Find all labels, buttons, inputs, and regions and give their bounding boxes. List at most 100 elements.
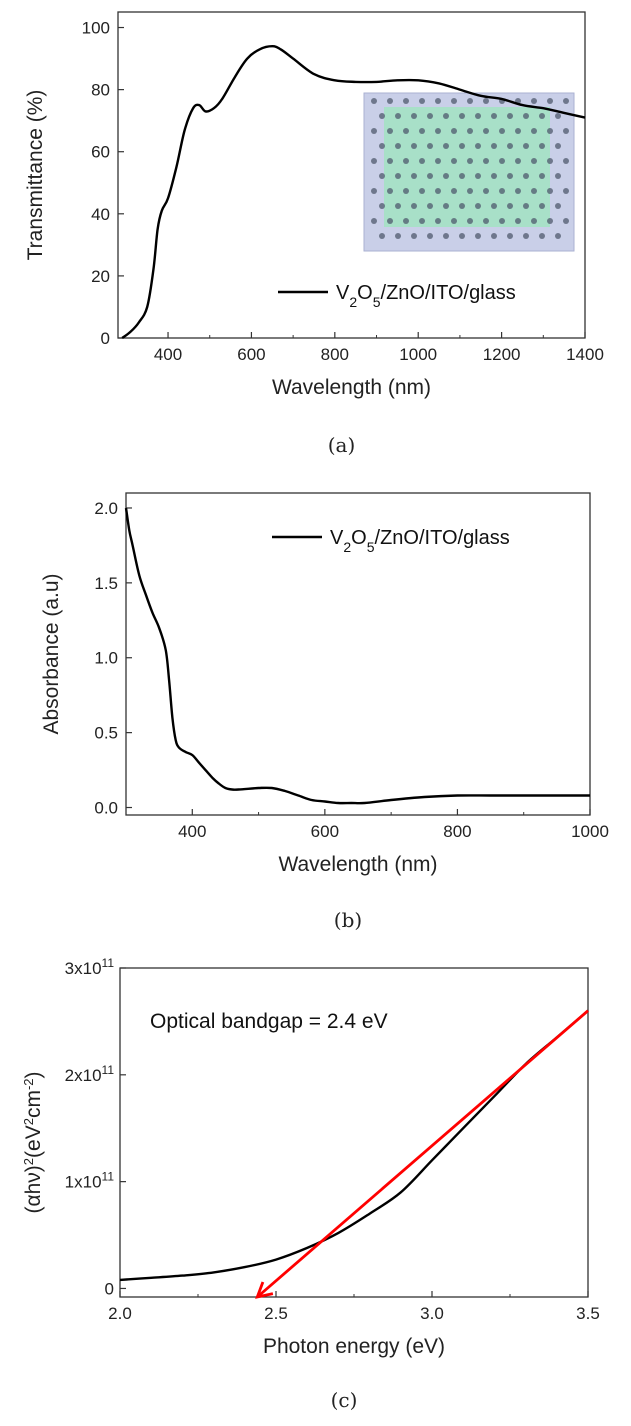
y-axis-label-part: (αhν) (22, 1165, 45, 1213)
inset-dot (443, 143, 449, 149)
inset-dot (395, 233, 401, 239)
inset-dot (547, 128, 553, 134)
legend-label-part: ZnO (386, 282, 425, 304)
inset-dot (515, 188, 521, 194)
inset-dot (395, 113, 401, 119)
fit-arrowhead (255, 1281, 274, 1299)
inset-dot (435, 218, 441, 224)
y-tick-exponent: 11 (102, 1170, 115, 1184)
inset-photo (363, 92, 575, 252)
inset-dot (435, 158, 441, 164)
bandgap-annotation: Optical bandgap = 2.4 eV (150, 1010, 388, 1033)
panel-caption: (a) (328, 433, 356, 457)
y-tick-label: 40 (91, 205, 110, 224)
x-tick-label: 400 (154, 345, 182, 364)
inset-dot (467, 188, 473, 194)
legend-label-part: / (425, 282, 431, 304)
legend-label-part: ITO (425, 527, 458, 549)
chart-2: 400 600 800 1000 0.0 0.5 1.0 1.5 2.0 Wavelength (… (40, 492, 609, 932)
inset-dot (379, 173, 385, 179)
x-tick-label: 2.5 (264, 1304, 288, 1323)
inset-dot (379, 203, 385, 209)
legend-label-part: O (351, 527, 367, 549)
x-tick-label: 1000 (571, 822, 609, 841)
inset-dot (451, 128, 457, 134)
inset-dot (531, 98, 537, 104)
inset-dot (563, 128, 569, 134)
inset-dot (475, 173, 481, 179)
y-axis-label-part: ) (22, 1071, 45, 1078)
y-axis-label-part: 2 (21, 1158, 36, 1165)
inset-dot (563, 158, 569, 164)
x-tick-label: 3.5 (576, 1304, 600, 1323)
inset-dot (419, 98, 425, 104)
legend-label-part: 5 (373, 294, 381, 310)
inset-dot (379, 233, 385, 239)
inset-dot (387, 98, 393, 104)
legend-label-part: / (381, 282, 387, 304)
inset-dot (395, 203, 401, 209)
inset-dot (483, 188, 489, 194)
x-tick-label: 400 (178, 822, 206, 841)
inset-dot (379, 113, 385, 119)
plot-frame (125, 492, 591, 816)
inset-dot (411, 233, 417, 239)
legend-label-part: / (458, 527, 464, 549)
legend-label-part: glass (469, 282, 516, 304)
x-tick-label: 800 (443, 822, 471, 841)
inset-dot (475, 233, 481, 239)
y-tick-label: 0 (105, 1279, 114, 1298)
inset-dot (411, 113, 417, 119)
y-tick-label: 60 (91, 143, 110, 162)
series-line-1 (121, 45, 586, 339)
series-line-1 (124, 507, 590, 805)
inset-dot (459, 143, 465, 149)
legend-label-part: / (419, 527, 425, 549)
inset-dot (547, 98, 553, 104)
inset-dot (427, 203, 433, 209)
inset-dot (531, 158, 537, 164)
y-axis-label-part: 2 (21, 1118, 36, 1125)
y-tick-label: 0 (101, 329, 110, 348)
x-tick-label: 1200 (483, 345, 521, 364)
y-tick-mantissa: 1x10 (65, 1173, 102, 1192)
inset-dot (507, 203, 513, 209)
inset-dot (475, 203, 481, 209)
y-tick-label: 0.5 (94, 724, 118, 743)
inset-dot (531, 128, 537, 134)
inset-dot (387, 128, 393, 134)
x-axis-label: Photon energy (eV) (263, 1335, 445, 1358)
y-axis-label: Transmittance (%) (24, 90, 47, 261)
inset-dot (411, 143, 417, 149)
inset-dot (499, 158, 505, 164)
series-line-1 (119, 1009, 589, 1282)
legend-label-part: 5 (367, 539, 375, 555)
inset-dot (387, 188, 393, 194)
inset-dot (507, 113, 513, 119)
chart-1: 400 600 800 1000 1200 1400 0 20 40 60 80 100 Wavelen… (24, 11, 604, 457)
inset-dot (547, 158, 553, 164)
inset-dot (483, 158, 489, 164)
legend-label-part: 2 (349, 294, 357, 310)
inset-dot (443, 173, 449, 179)
inset-dot (483, 98, 489, 104)
inset-dot (459, 233, 465, 239)
y-tick-exponent: 11 (102, 956, 115, 970)
x-tick-label: 600 (311, 822, 339, 841)
legend-label-part: V (336, 282, 350, 304)
inset-dot (483, 218, 489, 224)
inset-dot (371, 98, 377, 104)
inset-dot (403, 188, 409, 194)
inset-dot (563, 218, 569, 224)
inset-dot (475, 113, 481, 119)
inset-dot (531, 188, 537, 194)
inset-dot (427, 233, 433, 239)
y-tick-mantissa: 2x10 (65, 1066, 102, 1085)
y-tick-label: 1.0 (94, 649, 118, 668)
x-tick-label: 600 (237, 345, 265, 364)
inset-dot (451, 98, 457, 104)
x-axis-label: Wavelength (nm) (278, 853, 437, 876)
inset-dot (491, 233, 497, 239)
y-tick-label: 2x1011 (65, 1063, 115, 1085)
inset-dot (443, 203, 449, 209)
